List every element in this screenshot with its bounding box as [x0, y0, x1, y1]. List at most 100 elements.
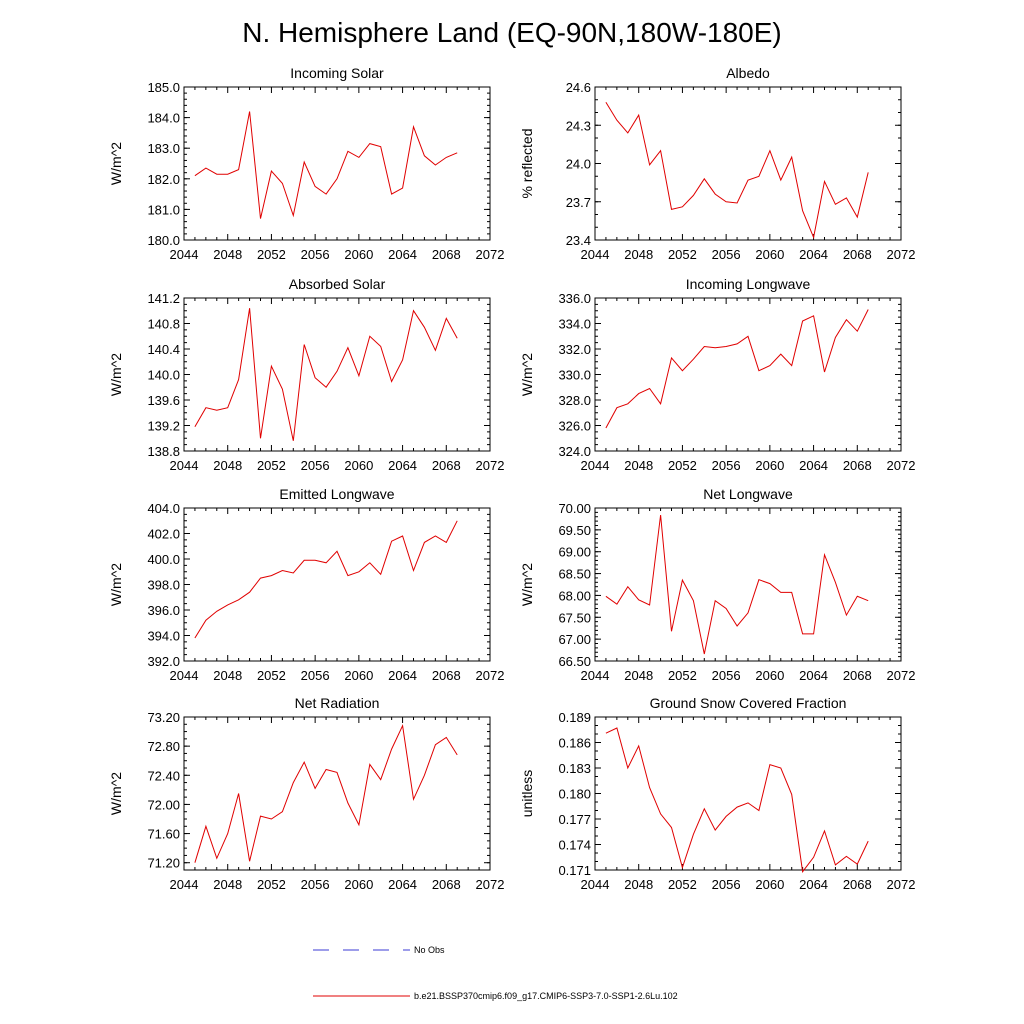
panel-net-radiation: Net Radiation W/m^2 2044 2048 2052 2056 2060 20…	[108, 695, 504, 892]
y-tick-label: 404.0	[147, 501, 180, 516]
panel-title: Ground Snow Covered Fraction	[650, 695, 847, 711]
x-tick-label: 2044	[170, 247, 199, 262]
x-tick-label: 2060	[344, 668, 373, 683]
plot-frame	[183, 86, 491, 241]
x-tick-label: 2068	[432, 877, 461, 892]
x-tick-label: 2052	[257, 668, 286, 683]
y-tick-label: 392.0	[147, 654, 180, 669]
x-tick-label: 2064	[388, 247, 417, 262]
x-tick-label: 2052	[668, 247, 697, 262]
x-tick-label: 2048	[624, 247, 653, 262]
y-axis-label: W/m^2	[108, 772, 124, 815]
y-tick-label: 140.0	[147, 368, 180, 383]
chart-panels: Incoming Solar W/m^2 2044 2048 2052 2056 2060 2…	[108, 65, 915, 892]
x-tick-label: 2048	[213, 458, 242, 473]
x-tick-label: 2044	[581, 247, 610, 262]
panel-title: Net Radiation	[295, 695, 380, 711]
y-tick-label: 24.3	[566, 118, 591, 133]
x-tick-label: 2056	[301, 668, 330, 683]
series-line-incoming-longwave	[605, 309, 869, 429]
y-tick-label: 396.0	[147, 603, 180, 618]
y-tick-label: 182.0	[147, 172, 180, 187]
y-axis-label: W/m^2	[519, 563, 535, 606]
y-tick-label: 69.50	[558, 523, 591, 538]
series-line-absorbed-solar	[194, 308, 458, 441]
plot-frame	[183, 716, 491, 871]
x-tick-label: 2064	[388, 877, 417, 892]
panel-absorbed-solar: Absorbed Solar W/m^2 2044 2048 2052 2056 2060 2…	[108, 276, 504, 473]
panel-title: Net Longwave	[703, 486, 793, 502]
series-line-emitted-longwave	[194, 520, 458, 639]
x-tick-label: 2072	[887, 668, 916, 683]
y-tick-label: 394.0	[147, 629, 180, 644]
y-tick-label: 0.174	[558, 838, 591, 853]
panel-incoming-solar: Incoming Solar W/m^2 2044 2048 2052 2056 2060 2…	[108, 65, 504, 262]
x-tick-label: 2052	[668, 458, 697, 473]
x-tick-label: 2072	[476, 668, 505, 683]
x-tick-label: 2068	[843, 458, 872, 473]
x-tick-label: 2056	[712, 458, 741, 473]
x-tick-label: 2068	[843, 247, 872, 262]
x-tick-label: 2052	[668, 877, 697, 892]
y-tick-label: 139.6	[147, 393, 180, 408]
y-tick-label: 328.0	[558, 393, 591, 408]
y-tick-label: 183.0	[147, 141, 180, 156]
panel-incoming-longwave: Incoming Longwave W/m^2 2044 2048 2052 2056 20…	[519, 276, 915, 473]
x-tick-label: 2048	[213, 668, 242, 683]
x-tick-label: 2068	[432, 247, 461, 262]
plot-frame	[594, 507, 902, 662]
plot-frame	[594, 297, 902, 452]
x-tick-label: 2056	[301, 458, 330, 473]
y-tick-label: 180.0	[147, 233, 180, 248]
y-tick-label: 72.40	[147, 768, 180, 783]
y-tick-label: 72.00	[147, 797, 180, 812]
x-tick-label: 2060	[755, 877, 784, 892]
x-tick-label: 2048	[624, 668, 653, 683]
x-tick-label: 2064	[799, 458, 828, 473]
x-tick-label: 2072	[887, 458, 916, 473]
plot-frame	[594, 716, 902, 871]
y-tick-label: 0.183	[558, 761, 591, 776]
panel-emitted-longwave: Emitted Longwave W/m^2 2044 2048 2052 2056 206…	[108, 486, 504, 683]
x-tick-label: 2064	[388, 668, 417, 683]
panel-albedo: Albedo % reflected 2044 2048 2052 2056 2060 206…	[519, 65, 915, 262]
x-tick-label: 2044	[170, 458, 199, 473]
x-tick-label: 2064	[388, 458, 417, 473]
y-tick-label: 72.80	[147, 739, 180, 754]
y-axis-label: W/m^2	[108, 142, 124, 185]
panel-ground-snow-covered-fraction: Ground Snow Covered Fraction unitless 2044…	[519, 695, 915, 892]
y-tick-label: 0.171	[558, 863, 591, 878]
y-tick-label: 324.0	[558, 444, 591, 459]
y-tick-label: 138.8	[147, 444, 180, 459]
series-line-net-radiation	[194, 723, 458, 863]
y-tick-label: 398.0	[147, 578, 180, 593]
x-tick-label: 2056	[301, 247, 330, 262]
y-tick-label: 23.4	[566, 233, 591, 248]
y-tick-label: 67.50	[558, 610, 591, 625]
series-line-incoming-solar	[194, 111, 458, 219]
x-tick-label: 2056	[301, 877, 330, 892]
y-tick-label: 336.0	[558, 291, 591, 306]
y-tick-label: 334.0	[558, 317, 591, 332]
y-tick-label: 140.4	[147, 342, 180, 357]
series-line-net-longwave	[605, 514, 869, 655]
legend-label-model: b.e21.BSSP370cmip6.f09_g17.CMIP6-SSP3-7.…	[414, 991, 678, 1001]
x-tick-label: 2044	[170, 877, 199, 892]
x-tick-label: 2044	[581, 877, 610, 892]
x-tick-label: 2056	[712, 877, 741, 892]
y-tick-label: 69.00	[558, 545, 591, 560]
x-tick-label: 2068	[843, 877, 872, 892]
y-tick-label: 71.20	[147, 856, 180, 871]
x-tick-label: 2060	[755, 458, 784, 473]
y-tick-label: 0.177	[558, 812, 591, 827]
x-tick-label: 2052	[668, 668, 697, 683]
legend: No Obs b.e21.BSSP370cmip6.f09_g17.CMIP6-…	[313, 945, 678, 1001]
panel-title: Incoming Longwave	[686, 276, 811, 292]
y-axis-label: W/m^2	[108, 353, 124, 396]
y-tick-label: 140.8	[147, 317, 180, 332]
y-tick-label: 24.6	[566, 80, 591, 95]
y-tick-label: 67.00	[558, 632, 591, 647]
figure-title: N. Hemisphere Land (EQ-90N,180W-180E)	[242, 17, 782, 48]
legend-label-no-obs: No Obs	[414, 945, 445, 955]
